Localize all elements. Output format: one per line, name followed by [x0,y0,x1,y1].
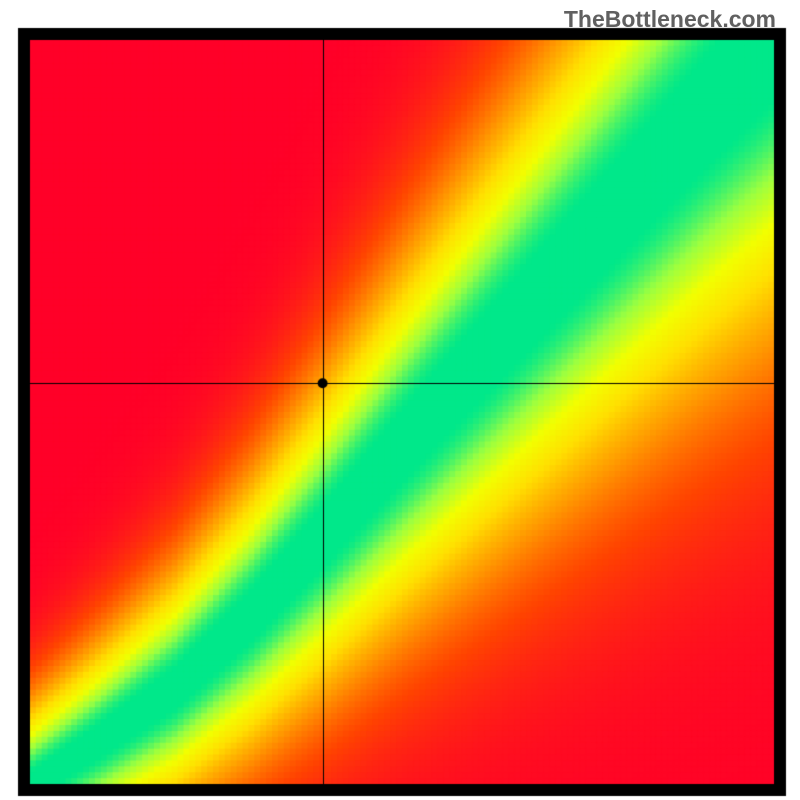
bottleneck-heatmap [0,0,800,800]
attribution-text: TheBottleneck.com [564,6,776,33]
